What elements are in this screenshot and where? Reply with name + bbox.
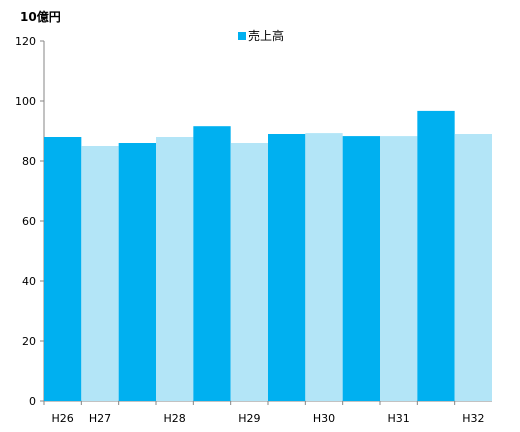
bar	[44, 137, 82, 401]
x-tick-label: H26	[52, 412, 74, 425]
bar	[193, 126, 231, 401]
y-tick-label: 0	[29, 395, 36, 408]
bar	[380, 136, 418, 401]
legend-swatch	[238, 32, 246, 40]
x-tick-label: H31	[388, 412, 410, 425]
x-tick-label: H32	[462, 412, 484, 425]
bar	[118, 143, 156, 401]
x-tick-label: H28	[164, 412, 186, 425]
x-tick-label: H30	[313, 412, 335, 425]
y-tick-label: 120	[15, 35, 36, 48]
y-tick-label: 100	[15, 95, 36, 108]
y-tick-label: 40	[22, 275, 36, 288]
bar	[156, 137, 194, 401]
bar	[454, 134, 492, 401]
legend-label: 売上高	[248, 28, 284, 43]
bar	[268, 134, 306, 401]
x-tick-label: H27	[89, 412, 111, 425]
y-axis-unit-label: 10億円	[20, 9, 61, 24]
bars	[44, 110, 492, 402]
bar	[342, 136, 380, 401]
y-axis-ticks: 0 20 40 60 80 100 120	[15, 35, 44, 408]
y-tick-label: 20	[22, 335, 36, 348]
x-axis-ticks: H26 H27 H28 H29 H30 H31 H32	[43, 401, 484, 425]
bar	[230, 143, 268, 401]
y-tick-label: 80	[22, 155, 36, 168]
bar	[417, 110, 455, 402]
bar	[305, 133, 343, 401]
legend: 売上高	[238, 28, 284, 43]
bar	[81, 146, 119, 401]
x-tick-label: H29	[238, 412, 260, 425]
y-tick-label: 60	[22, 215, 36, 228]
